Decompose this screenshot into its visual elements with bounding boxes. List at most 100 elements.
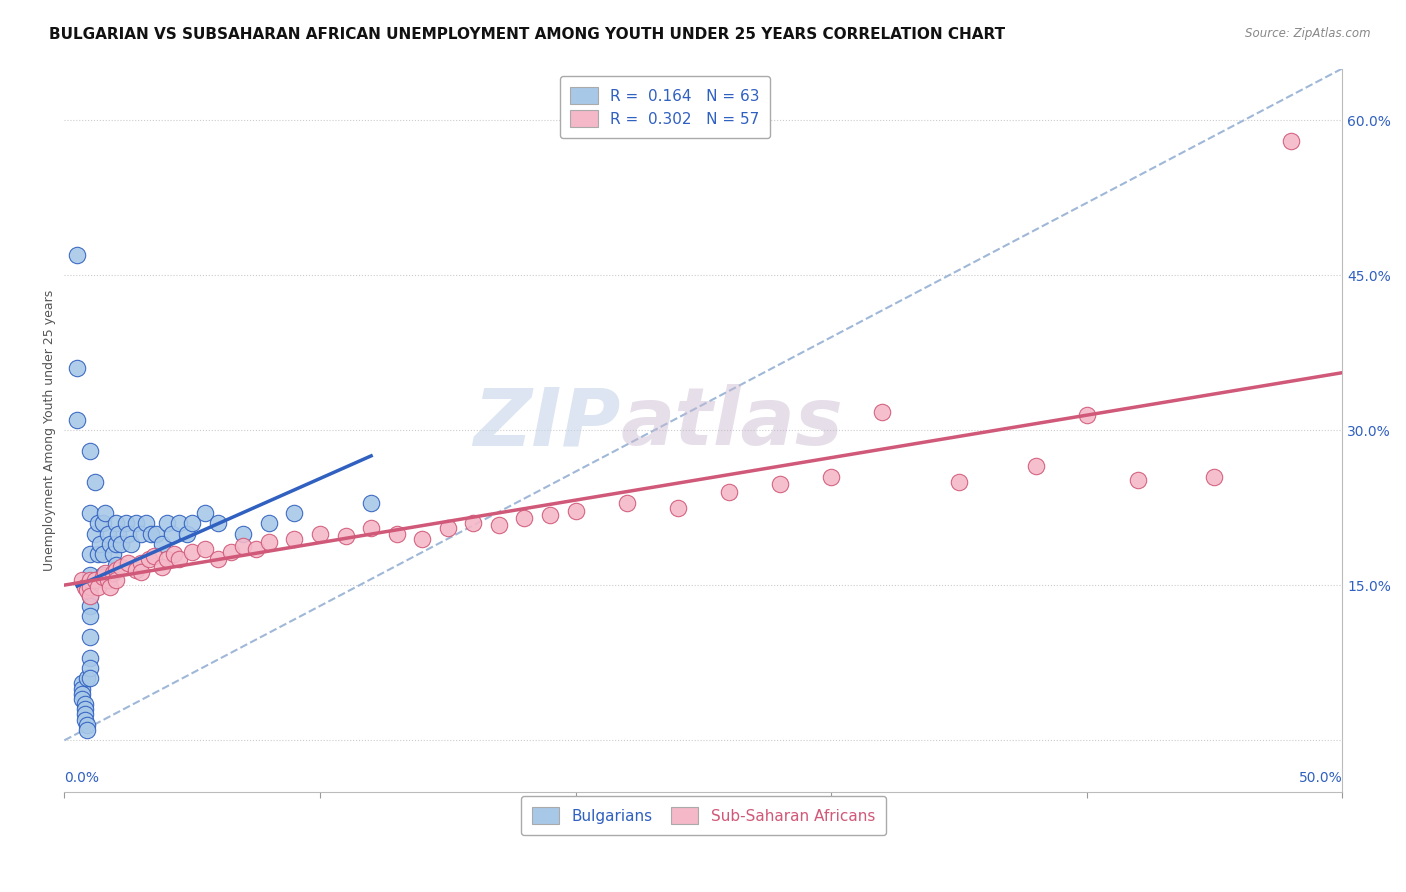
Point xyxy=(948,475,970,489)
Point xyxy=(150,537,173,551)
Point xyxy=(72,692,94,706)
Point xyxy=(145,526,167,541)
Point xyxy=(335,529,357,543)
Point xyxy=(73,697,96,711)
Point xyxy=(79,650,101,665)
Point xyxy=(79,580,101,594)
Point xyxy=(101,566,124,580)
Point xyxy=(97,526,120,541)
Point xyxy=(107,526,129,541)
Point xyxy=(156,516,179,531)
Point xyxy=(66,361,89,376)
Point xyxy=(66,413,89,427)
Point xyxy=(110,559,132,574)
Point xyxy=(385,526,408,541)
Point xyxy=(73,713,96,727)
Point xyxy=(91,516,114,531)
Point xyxy=(76,583,98,598)
Point xyxy=(94,506,117,520)
Point xyxy=(79,568,101,582)
Text: BULGARIAN VS SUBSAHARAN AFRICAN UNEMPLOYMENT AMONG YOUTH UNDER 25 YEARS CORRELAT: BULGARIAN VS SUBSAHARAN AFRICAN UNEMPLOY… xyxy=(49,27,1005,42)
Point xyxy=(1025,459,1047,474)
Point xyxy=(73,702,96,716)
Point xyxy=(666,500,689,515)
Point xyxy=(820,469,842,483)
Point xyxy=(360,495,382,509)
Point xyxy=(79,506,101,520)
Point xyxy=(129,556,152,570)
Point xyxy=(104,516,127,531)
Point xyxy=(66,247,89,261)
Point xyxy=(79,589,101,603)
Point xyxy=(104,537,127,551)
Point xyxy=(463,516,485,531)
Point xyxy=(86,516,108,531)
Point xyxy=(360,521,382,535)
Point xyxy=(160,526,183,541)
Point xyxy=(101,547,124,561)
Point xyxy=(176,526,198,541)
Point xyxy=(84,526,107,541)
Legend: Bulgarians, Sub-Saharan Africans: Bulgarians, Sub-Saharan Africans xyxy=(522,796,886,835)
Text: atlas: atlas xyxy=(620,384,844,462)
Point xyxy=(1204,469,1226,483)
Point xyxy=(207,552,229,566)
Point xyxy=(72,676,94,690)
Point xyxy=(100,580,122,594)
Point xyxy=(232,539,254,553)
Point xyxy=(72,681,94,696)
Point xyxy=(117,556,139,570)
Point xyxy=(79,630,101,644)
Point xyxy=(120,537,142,551)
Point xyxy=(309,526,332,541)
Text: 0.0%: 0.0% xyxy=(65,771,100,785)
Point xyxy=(79,671,101,685)
Point xyxy=(616,495,638,509)
Point xyxy=(207,516,229,531)
Point xyxy=(117,526,139,541)
Point xyxy=(257,534,280,549)
Point xyxy=(564,504,586,518)
Point xyxy=(94,566,117,580)
Text: Source: ZipAtlas.com: Source: ZipAtlas.com xyxy=(1246,27,1371,40)
Point xyxy=(79,599,101,613)
Point xyxy=(257,516,280,531)
Point xyxy=(232,526,254,541)
Point xyxy=(73,580,96,594)
Point xyxy=(86,547,108,561)
Point xyxy=(114,516,136,531)
Point xyxy=(129,526,152,541)
Point xyxy=(245,542,267,557)
Point xyxy=(79,589,101,603)
Text: 50.0%: 50.0% xyxy=(1299,771,1343,785)
Point xyxy=(169,516,191,531)
Point xyxy=(84,573,107,587)
Point xyxy=(79,609,101,624)
Point xyxy=(138,552,160,566)
Point xyxy=(104,563,127,577)
Point xyxy=(129,565,152,579)
Point xyxy=(97,573,120,587)
Point xyxy=(169,552,191,566)
Point xyxy=(538,508,561,522)
Point xyxy=(72,573,94,587)
Point xyxy=(72,687,94,701)
Point xyxy=(79,444,101,458)
Y-axis label: Unemployment Among Youth under 25 years: Unemployment Among Youth under 25 years xyxy=(44,290,56,571)
Point xyxy=(513,511,536,525)
Point xyxy=(76,671,98,685)
Point xyxy=(717,485,740,500)
Point xyxy=(163,547,186,561)
Point xyxy=(436,521,458,535)
Point xyxy=(73,707,96,722)
Point xyxy=(870,404,893,418)
Point xyxy=(76,718,98,732)
Point xyxy=(194,542,217,557)
Point xyxy=(142,549,165,564)
Point xyxy=(219,545,242,559)
Point xyxy=(156,552,179,566)
Point xyxy=(141,526,163,541)
Point xyxy=(91,568,114,582)
Point xyxy=(89,537,111,551)
Point xyxy=(125,563,148,577)
